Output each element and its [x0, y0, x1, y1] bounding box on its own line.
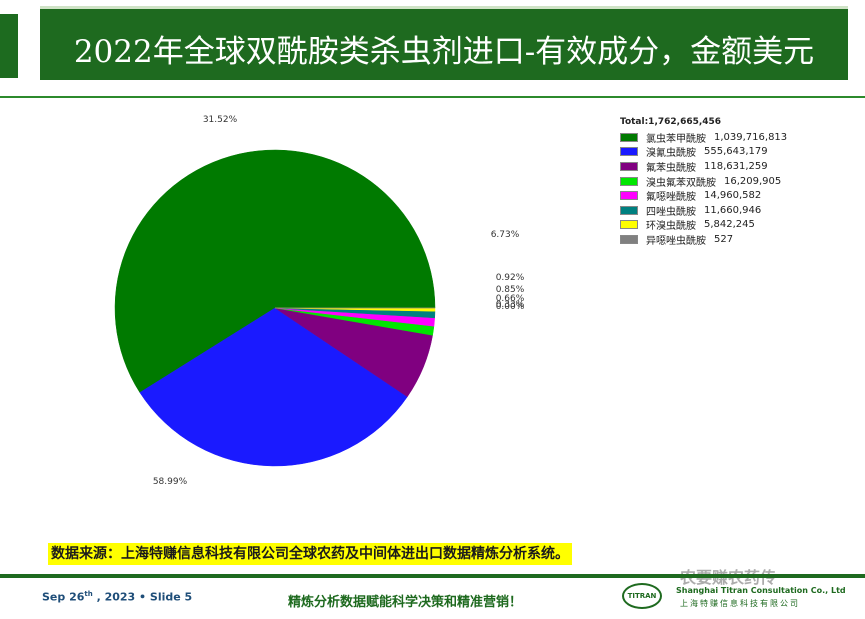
pie-slice: [114, 149, 436, 393]
page-title: 2022年全球双酰胺类杀虫剂进口-有效成分，金额美元: [73, 34, 815, 70]
legend-value: 16,209,905: [724, 175, 782, 187]
pie-slice: [139, 307, 408, 467]
pie-pct-label: 0.85%: [496, 285, 525, 295]
company-name-cn: 上海特赚信息科技有限公司: [680, 599, 800, 608]
legend-swatch: [620, 205, 638, 215]
pie-chart: 58.99% 31.52% 6.73% 0.92% 0.85%0.66%0.33%0.0…: [114, 115, 525, 487]
legend-value: 118,631,259: [704, 160, 768, 172]
pie-pct-label: 0.33%: [496, 300, 525, 310]
legend-value: 14,960,582: [704, 190, 762, 202]
legend-label: 溴虫氟苯双酰胺: [646, 177, 716, 189]
header-divider: [0, 96, 865, 98]
legend-swatch: [620, 220, 638, 230]
legend-label: 氟苯虫酰胺: [646, 162, 696, 174]
company-name-en: Shanghai Titran Consultation Co., Ltd: [676, 586, 846, 595]
pie-pct-label: 0.00%: [496, 302, 525, 312]
legend-label: 环溴虫酰胺: [646, 221, 696, 233]
legend-swatch: [620, 176, 638, 186]
pie-pct-label: 0.66%: [496, 294, 525, 304]
pie-pct-label: 31.52%: [203, 115, 238, 125]
legend-swatch: [620, 161, 638, 171]
legend-label: 异噁唑虫酰胺: [646, 235, 706, 247]
legend-value: 5,842,245: [704, 219, 755, 231]
legend-swatch: [620, 132, 638, 142]
left-accent-bar: [0, 14, 18, 78]
chart-legend: Total:1,762,665,456 氯虫苯甲酰胺 1,039,716,813 溴…: [620, 117, 787, 247]
legend-swatch: [620, 234, 638, 244]
legend-item: 溴氰虫酰胺 555,643,179: [620, 145, 787, 160]
data-source-note: 数据来源：上海特赚信息科技有限公司全球农药及中间体进出口数据精炼分析系统。: [48, 543, 572, 565]
legend-label: 氯虫苯甲酰胺: [646, 133, 706, 145]
pie-pct-label: 58.99%: [153, 477, 188, 487]
legend-item: 四唑虫酰胺 11,660,946: [620, 203, 787, 218]
legend-value: 1,039,716,813: [714, 131, 788, 143]
legend-item: 异噁唑虫酰胺 527: [620, 232, 787, 247]
legend-swatch: [620, 147, 638, 157]
legend-swatch: [620, 191, 638, 201]
legend-value: 527: [714, 233, 734, 245]
pie-pct-label: 0.92%: [496, 273, 525, 283]
legend-label: 溴氰虫酰胺: [646, 148, 696, 160]
footer-slogan: 精炼分析数据赋能科学决策和精准营销！: [288, 595, 523, 610]
legend-item: 氯虫苯甲酰胺 1,039,716,813: [620, 130, 787, 145]
pie-pct-label: 6.73%: [491, 230, 520, 240]
footer-date-prefix: Sep 26: [42, 590, 85, 604]
legend-item: 氟苯虫酰胺 118,631,259: [620, 159, 787, 174]
legend-label: 四唑虫酰胺: [646, 206, 696, 218]
legend-value: 11,660,946: [704, 204, 762, 216]
legend-rows: 氯虫苯甲酰胺 1,039,716,813 溴氰虫酰胺 555,643,179 氟苯虫酰胺…: [620, 130, 787, 247]
legend-value: 555,643,179: [704, 146, 768, 158]
legend-label: 氟噁唑酰胺: [646, 192, 696, 204]
footer-date-suffix: , 2023 • Slide 5: [92, 590, 193, 604]
company-logo: TITRAN: [622, 583, 662, 609]
legend-item: 氟噁唑酰胺 14,960,582: [620, 188, 787, 203]
footer-divider: [0, 574, 865, 578]
legend-total: Total:1,762,665,456: [620, 117, 722, 127]
title-banner: 2022年全球双酰胺类杀虫剂进口-有效成分，金额美元: [40, 6, 848, 80]
footer-date: Sep 26th , 2023 • Slide 5: [42, 590, 192, 604]
legend-item: 溴虫氟苯双酰胺 16,209,905: [620, 174, 787, 189]
legend-item: 环溴虫酰胺 5,842,245: [620, 218, 787, 233]
footer-date-sup: th: [84, 590, 93, 598]
